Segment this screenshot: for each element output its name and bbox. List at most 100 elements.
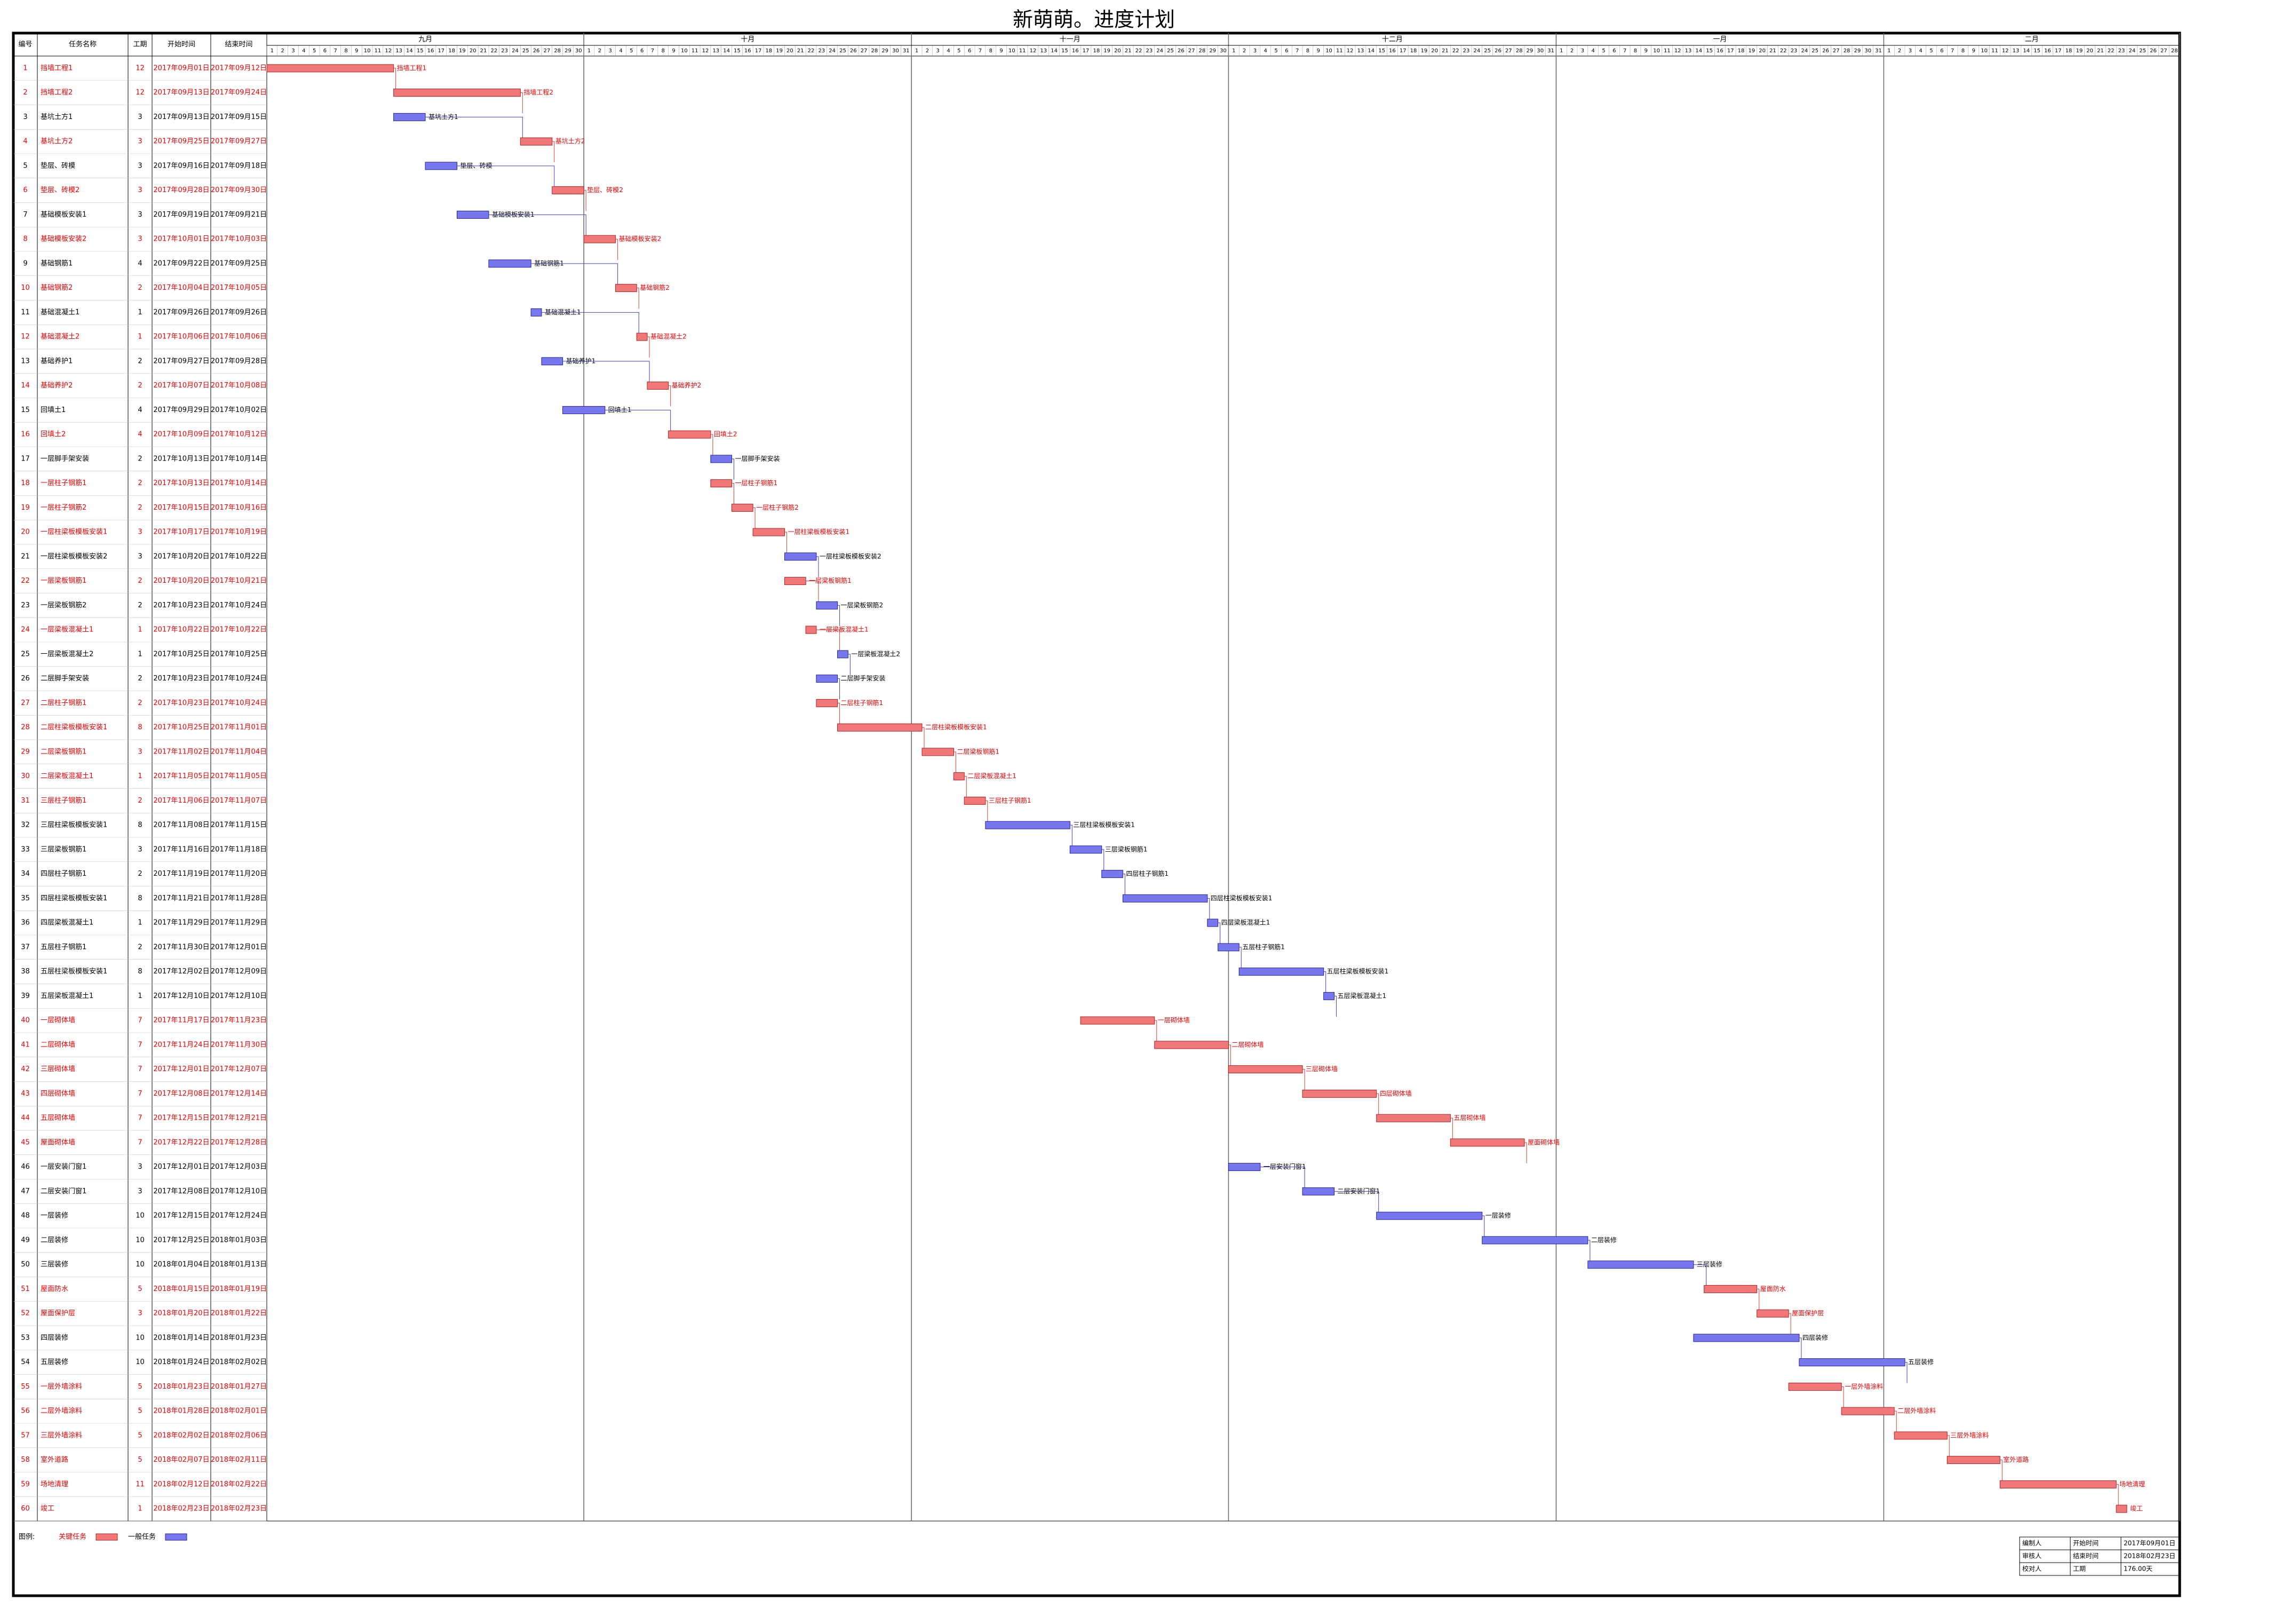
- task-end: 2017年11月28日: [211, 894, 267, 902]
- task-start: 2017年10月15日: [153, 504, 209, 512]
- link: [964, 776, 967, 797]
- bar-label: 垫层、砖模: [460, 161, 492, 169]
- task-id: 36: [21, 919, 30, 927]
- day-label: 26: [533, 48, 540, 54]
- day-label: 12: [1674, 48, 1681, 54]
- info-text: 工期: [2073, 1565, 2086, 1573]
- task-bar: [1323, 992, 1334, 1000]
- task-start: 2017年10月13日: [153, 479, 209, 487]
- task-name: 基础钢筋2: [41, 283, 73, 292]
- bar-label: 一层梁板钢筋2: [841, 601, 884, 609]
- task-bar: [837, 723, 923, 732]
- day-label: 23: [1791, 48, 1798, 54]
- link: [837, 702, 840, 724]
- task-bar: [816, 601, 838, 609]
- day-label: 13: [1040, 48, 1047, 54]
- day-label: 16: [1717, 48, 1723, 54]
- task-bar: [710, 455, 732, 463]
- task-start: 2017年12月08日: [153, 1090, 209, 1098]
- task-id: 28: [21, 724, 30, 732]
- day-label: 23: [1146, 48, 1153, 54]
- link: [1450, 1118, 1453, 1139]
- task-start: 2017年11月19日: [153, 870, 209, 878]
- task-duration: 3: [138, 186, 142, 194]
- task-start: 2017年10月06日: [153, 333, 209, 341]
- bar-label: 一层柱子钢筋2: [756, 503, 799, 511]
- task-bar: [1757, 1309, 1789, 1318]
- link: [710, 434, 713, 455]
- bar-label: 基坑土方2: [555, 137, 585, 145]
- day-label: 15: [1378, 48, 1385, 54]
- day-label: 6: [323, 48, 327, 54]
- task-name: 垫层、砖模2: [41, 186, 80, 194]
- task-id: 38: [21, 968, 30, 976]
- task-start: 2017年09月27日: [153, 357, 209, 365]
- bar-label: 一层外墙涂料: [1845, 1382, 1883, 1390]
- bar-label: 一层柱梁板模板安装2: [820, 552, 881, 560]
- day-label: 22: [808, 48, 815, 54]
- info-cell: [2120, 1562, 2180, 1576]
- task-end: 2017年11月23日: [211, 1017, 267, 1025]
- day-label: 1: [915, 48, 918, 54]
- day-label: 20: [2086, 48, 2093, 54]
- task-bar: [393, 113, 426, 121]
- bar-label: 一层梁板混凝土1: [820, 625, 869, 633]
- day-label: 20: [786, 48, 793, 54]
- day-label: 3: [609, 48, 612, 54]
- task-duration: 10: [136, 1358, 145, 1366]
- task-start: 2017年12月22日: [153, 1138, 209, 1146]
- link: [1239, 947, 1242, 968]
- day-label: 8: [1634, 48, 1637, 54]
- task-duration: 2: [138, 601, 142, 609]
- task-id: 54: [21, 1358, 30, 1366]
- task-id: 18: [21, 479, 30, 487]
- task-start: 2018年02月23日: [153, 1505, 209, 1513]
- day-label: 18: [2065, 48, 2072, 54]
- day-label: 20: [1431, 48, 1438, 54]
- day-label: 26: [1822, 48, 1829, 54]
- bar-label: 三层柱子钢筋1: [989, 796, 1031, 804]
- day-label: 26: [1178, 48, 1185, 54]
- task-bar: [816, 699, 838, 707]
- task-id: 41: [21, 1041, 30, 1049]
- day-label: 21: [480, 48, 487, 54]
- day-label: 23: [1463, 48, 1470, 54]
- task-bar: [921, 748, 954, 756]
- day-label: 12: [1347, 48, 1354, 54]
- task-end: 2017年09月30日: [211, 186, 267, 194]
- bar-label: 一层脚手架安装: [735, 454, 780, 462]
- task-start: 2017年10月23日: [153, 601, 209, 609]
- task-start: 2017年12月01日: [153, 1163, 209, 1171]
- bar-label: 四层梁板混凝土1: [1221, 918, 1270, 926]
- task-duration: 4: [138, 406, 142, 414]
- task-bar: [1302, 1187, 1334, 1195]
- day-label: 27: [544, 48, 551, 54]
- bar-label: 三层梁板钢筋1: [1105, 845, 1148, 853]
- task-end: 2017年10月02日: [211, 406, 267, 414]
- day-label: 28: [1199, 48, 1206, 54]
- task-end: 2017年11月04日: [211, 748, 267, 756]
- link: [520, 92, 523, 114]
- day-label: 20: [470, 48, 476, 54]
- task-duration: 4: [138, 259, 142, 267]
- legend-normal-label: 一般任务: [128, 1533, 156, 1541]
- task-duration: 3: [138, 748, 142, 756]
- task-name: 一层脚手架安装: [41, 454, 89, 463]
- task-start: 2017年09月22日: [153, 259, 209, 267]
- task-bar: [1704, 1285, 1758, 1293]
- task-start: 2018年01月24日: [153, 1358, 209, 1366]
- task-id: 49: [21, 1236, 30, 1244]
- day-label: 16: [1072, 48, 1079, 54]
- day-label: 7: [1623, 48, 1626, 54]
- link: [1260, 1167, 1305, 1188]
- day-label: 31: [1875, 48, 1882, 54]
- task-id: 19: [21, 504, 30, 512]
- task-duration: 7: [138, 1114, 142, 1122]
- task-duration: 3: [138, 113, 142, 121]
- day-label: 15: [1061, 48, 1068, 54]
- task-duration: 10: [136, 1261, 145, 1269]
- task-name: 基础钢筋1: [41, 259, 73, 267]
- bar-label: 二层梁板混凝土1: [967, 772, 1016, 780]
- task-name: 三层外墙涂料: [41, 1431, 82, 1439]
- day-label: 22: [1452, 48, 1459, 54]
